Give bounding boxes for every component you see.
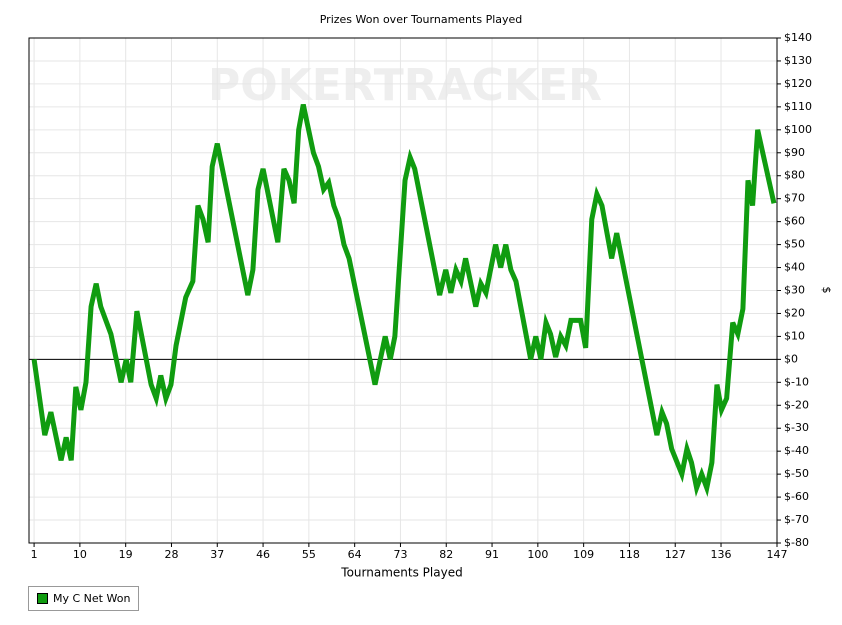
x-tick-label: 100 (527, 548, 548, 561)
watermark: POKERTRACKER (208, 60, 602, 111)
y-tick-label: $-60 (784, 490, 809, 503)
y-tick-label: $90 (784, 146, 805, 159)
x-tick-label: 147 (767, 548, 788, 561)
y-tick-label: $-20 (784, 398, 809, 411)
x-tick-label: 73 (393, 548, 407, 561)
y-tick-label: $80 (784, 169, 805, 182)
y-tick-label: $-10 (784, 375, 809, 388)
x-tick-label: 37 (210, 548, 224, 561)
x-tick-label: 64 (348, 548, 362, 561)
chart: Prizes Won over Tournaments Played POKER… (28, 13, 833, 580)
legend-label: My C Net Won (53, 592, 131, 605)
y-tick-label: $100 (784, 123, 812, 136)
y-tick-label: $60 (784, 215, 805, 228)
y-axis-label: $ (820, 287, 833, 294)
data-line (31, 104, 777, 498)
y-tick-label: $-80 (784, 536, 809, 549)
legend-swatch (37, 593, 48, 604)
chart-title: Prizes Won over Tournaments Played (320, 13, 523, 26)
plot-frame (28, 37, 778, 544)
legend: My C Net Won (28, 586, 140, 611)
x-tick-label: 82 (439, 548, 453, 561)
x-tick-label: 19 (119, 548, 133, 561)
x-tick-label: 55 (302, 548, 316, 561)
y-tick-label: $10 (784, 329, 805, 342)
x-tick-label: 1 (31, 548, 38, 561)
x-tick-label: 10 (73, 548, 87, 561)
x-tick-label: 127 (665, 548, 686, 561)
y-tick-label: $70 (784, 192, 805, 205)
y-tick-label: $110 (784, 100, 812, 113)
x-tick-label: 118 (619, 548, 640, 561)
y-tick-label: $-30 (784, 421, 809, 434)
y-tick-label: $40 (784, 261, 805, 274)
y-tick-label: $130 (784, 54, 812, 67)
x-tick-label: 136 (711, 548, 732, 561)
y-tick-label: $140 (784, 31, 812, 44)
y-tick-label: $0 (784, 352, 798, 365)
x-tick-label: 46 (256, 548, 270, 561)
y-tick-label: $-70 (784, 513, 809, 526)
y-tick-label: $-40 (784, 444, 809, 457)
y-tick-label: $-50 (784, 467, 809, 480)
x-axis-label: Tournaments Played (340, 566, 462, 580)
y-tick-label: $50 (784, 238, 805, 251)
x-tick-label: 28 (164, 548, 178, 561)
y-tick-label: $120 (784, 77, 812, 90)
x-tick-label: 109 (573, 548, 594, 561)
y-tick-label: $20 (784, 306, 805, 319)
x-tick-label: 91 (485, 548, 499, 561)
y-tick-label: $30 (784, 284, 805, 297)
